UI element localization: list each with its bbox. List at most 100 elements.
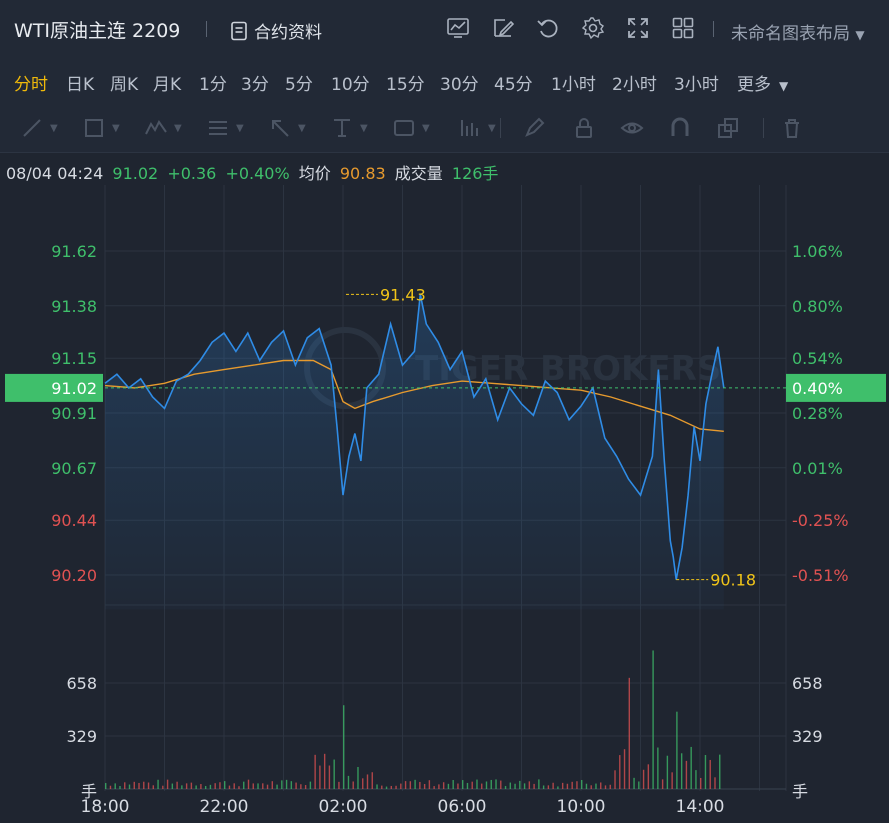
- arrow-tool-icon: [272, 120, 289, 137]
- volume-bar: [105, 783, 107, 789]
- period-tab[interactable]: 5分: [285, 75, 313, 95]
- settings-icon[interactable]: [581, 16, 605, 40]
- pen-button[interactable]: [522, 116, 546, 140]
- caret-down-icon: ▼: [422, 122, 430, 134]
- undo-icon[interactable]: [536, 16, 560, 40]
- volume-bar: [328, 765, 331, 789]
- volume-bar: [138, 782, 140, 789]
- low-price-label: 90.18: [710, 571, 756, 590]
- volume-bar: [195, 785, 197, 789]
- rect-tool-icon: [85, 119, 103, 137]
- volume-axis-label: 658: [66, 674, 97, 693]
- draw-icon[interactable]: [491, 16, 515, 40]
- volume-bar: [347, 775, 350, 789]
- volume-bar: [209, 784, 212, 789]
- period-tab[interactable]: 分时: [14, 75, 48, 95]
- period-tab[interactable]: 周K: [110, 75, 139, 95]
- trash-button[interactable]: [780, 116, 804, 140]
- volume-bar: [333, 759, 335, 789]
- period-tab[interactable]: 3小时: [674, 75, 719, 95]
- text-tool-button[interactable]: ▼: [206, 116, 244, 140]
- divider: [500, 118, 501, 138]
- period-tab[interactable]: 45分: [494, 75, 533, 95]
- percent-axis-label: 1.06%: [792, 242, 843, 261]
- rect-tool-button[interactable]: ▼: [82, 116, 120, 140]
- period-tab[interactable]: 30分: [440, 75, 479, 95]
- volume-bar: [509, 782, 511, 789]
- period-tab[interactable]: 15分: [386, 75, 425, 95]
- lock-button[interactable]: [572, 116, 596, 140]
- period-tab[interactable]: 3分: [241, 75, 269, 95]
- volume-bar: [671, 772, 673, 789]
- pattern-tool-button[interactable]: ▼: [144, 116, 182, 140]
- caret-down-icon: ▼: [112, 122, 120, 134]
- period-tab[interactable]: 10分: [331, 75, 370, 95]
- period-tab[interactable]: 更多 ▼: [737, 75, 789, 95]
- volume-bar: [685, 760, 688, 789]
- indicator-tool-icon: [461, 120, 478, 136]
- volume-bar: [238, 786, 240, 789]
- volume-bar: [314, 754, 316, 789]
- volume-bar: [495, 779, 497, 789]
- high-price-label: 91.43: [380, 285, 426, 304]
- pattern-tool-icon: [145, 120, 167, 135]
- volume-bar: [442, 782, 445, 789]
- label-tool-button[interactable]: ▼: [392, 116, 430, 140]
- chart-type-icon[interactable]: [446, 16, 470, 40]
- eye-button[interactable]: [620, 116, 644, 140]
- fullscreen-icon[interactable]: [626, 16, 650, 40]
- period-tab[interactable]: 2小时: [612, 75, 657, 95]
- volume-bar: [642, 769, 645, 789]
- volume-bar: [423, 783, 426, 789]
- volume-bar: [533, 783, 535, 789]
- label-tool-icon: [394, 120, 414, 136]
- volume-bar: [338, 781, 340, 789]
- lock-icon: [576, 118, 592, 138]
- volume-bar: [452, 780, 454, 789]
- caret-down-icon: ▼: [488, 122, 496, 134]
- layout-dropdown[interactable]: 未命名图表布局 ▼: [731, 19, 865, 44]
- quote-change: +0.36: [167, 164, 217, 183]
- volume-bar: [381, 785, 383, 789]
- caret-down-icon: ▼: [360, 122, 368, 134]
- volume-bar: [438, 784, 440, 789]
- period-tab[interactable]: 月K: [153, 75, 182, 95]
- current-pct-badge: [786, 373, 886, 402]
- current-price-label: 91.02: [51, 379, 97, 398]
- period-tab[interactable]: 1小时: [551, 75, 596, 95]
- contract-info-button[interactable]: 合约资料: [230, 18, 322, 43]
- volume-bar: [709, 759, 711, 789]
- period-tab[interactable]: 1分: [199, 75, 227, 95]
- volume-bar: [638, 781, 640, 789]
- volume-bar: [552, 782, 554, 789]
- volume-unit-label: 手: [81, 782, 97, 801]
- volume-bar: [680, 753, 683, 789]
- magnet-button[interactable]: [668, 116, 692, 140]
- volume-axis-label: 329: [66, 727, 97, 746]
- volume-bar: [228, 785, 231, 789]
- volume-bar: [661, 779, 664, 789]
- trash-icon: [785, 119, 799, 138]
- volume-bar: [390, 785, 392, 789]
- layers-button[interactable]: [716, 116, 740, 140]
- volume-bar: [252, 783, 254, 789]
- price-axis-label: 90.67: [51, 459, 97, 478]
- volume-bar: [176, 781, 178, 789]
- volume-bar: [714, 777, 716, 789]
- volume-bar: [623, 749, 626, 789]
- price-axis-label: 91.38: [51, 297, 97, 316]
- volume-bar: [504, 786, 507, 789]
- instrument-title[interactable]: WTI原油主连 2209: [14, 20, 181, 42]
- indicator-tool-button[interactable]: ▼: [458, 116, 496, 140]
- measure-tool-button[interactable]: ▼: [330, 116, 368, 140]
- grid-icon[interactable]: [671, 16, 695, 40]
- volume-bar: [690, 746, 692, 789]
- volume-bar: [300, 784, 302, 789]
- volume-bar: [409, 781, 412, 789]
- line-tool-button[interactable]: ▼: [20, 116, 58, 140]
- period-tab[interactable]: 日K: [66, 75, 95, 95]
- price-axis-label: 90.44: [51, 511, 97, 530]
- caret-down-icon: ▼: [779, 79, 789, 93]
- arrow-tool-button[interactable]: ▼: [268, 116, 306, 140]
